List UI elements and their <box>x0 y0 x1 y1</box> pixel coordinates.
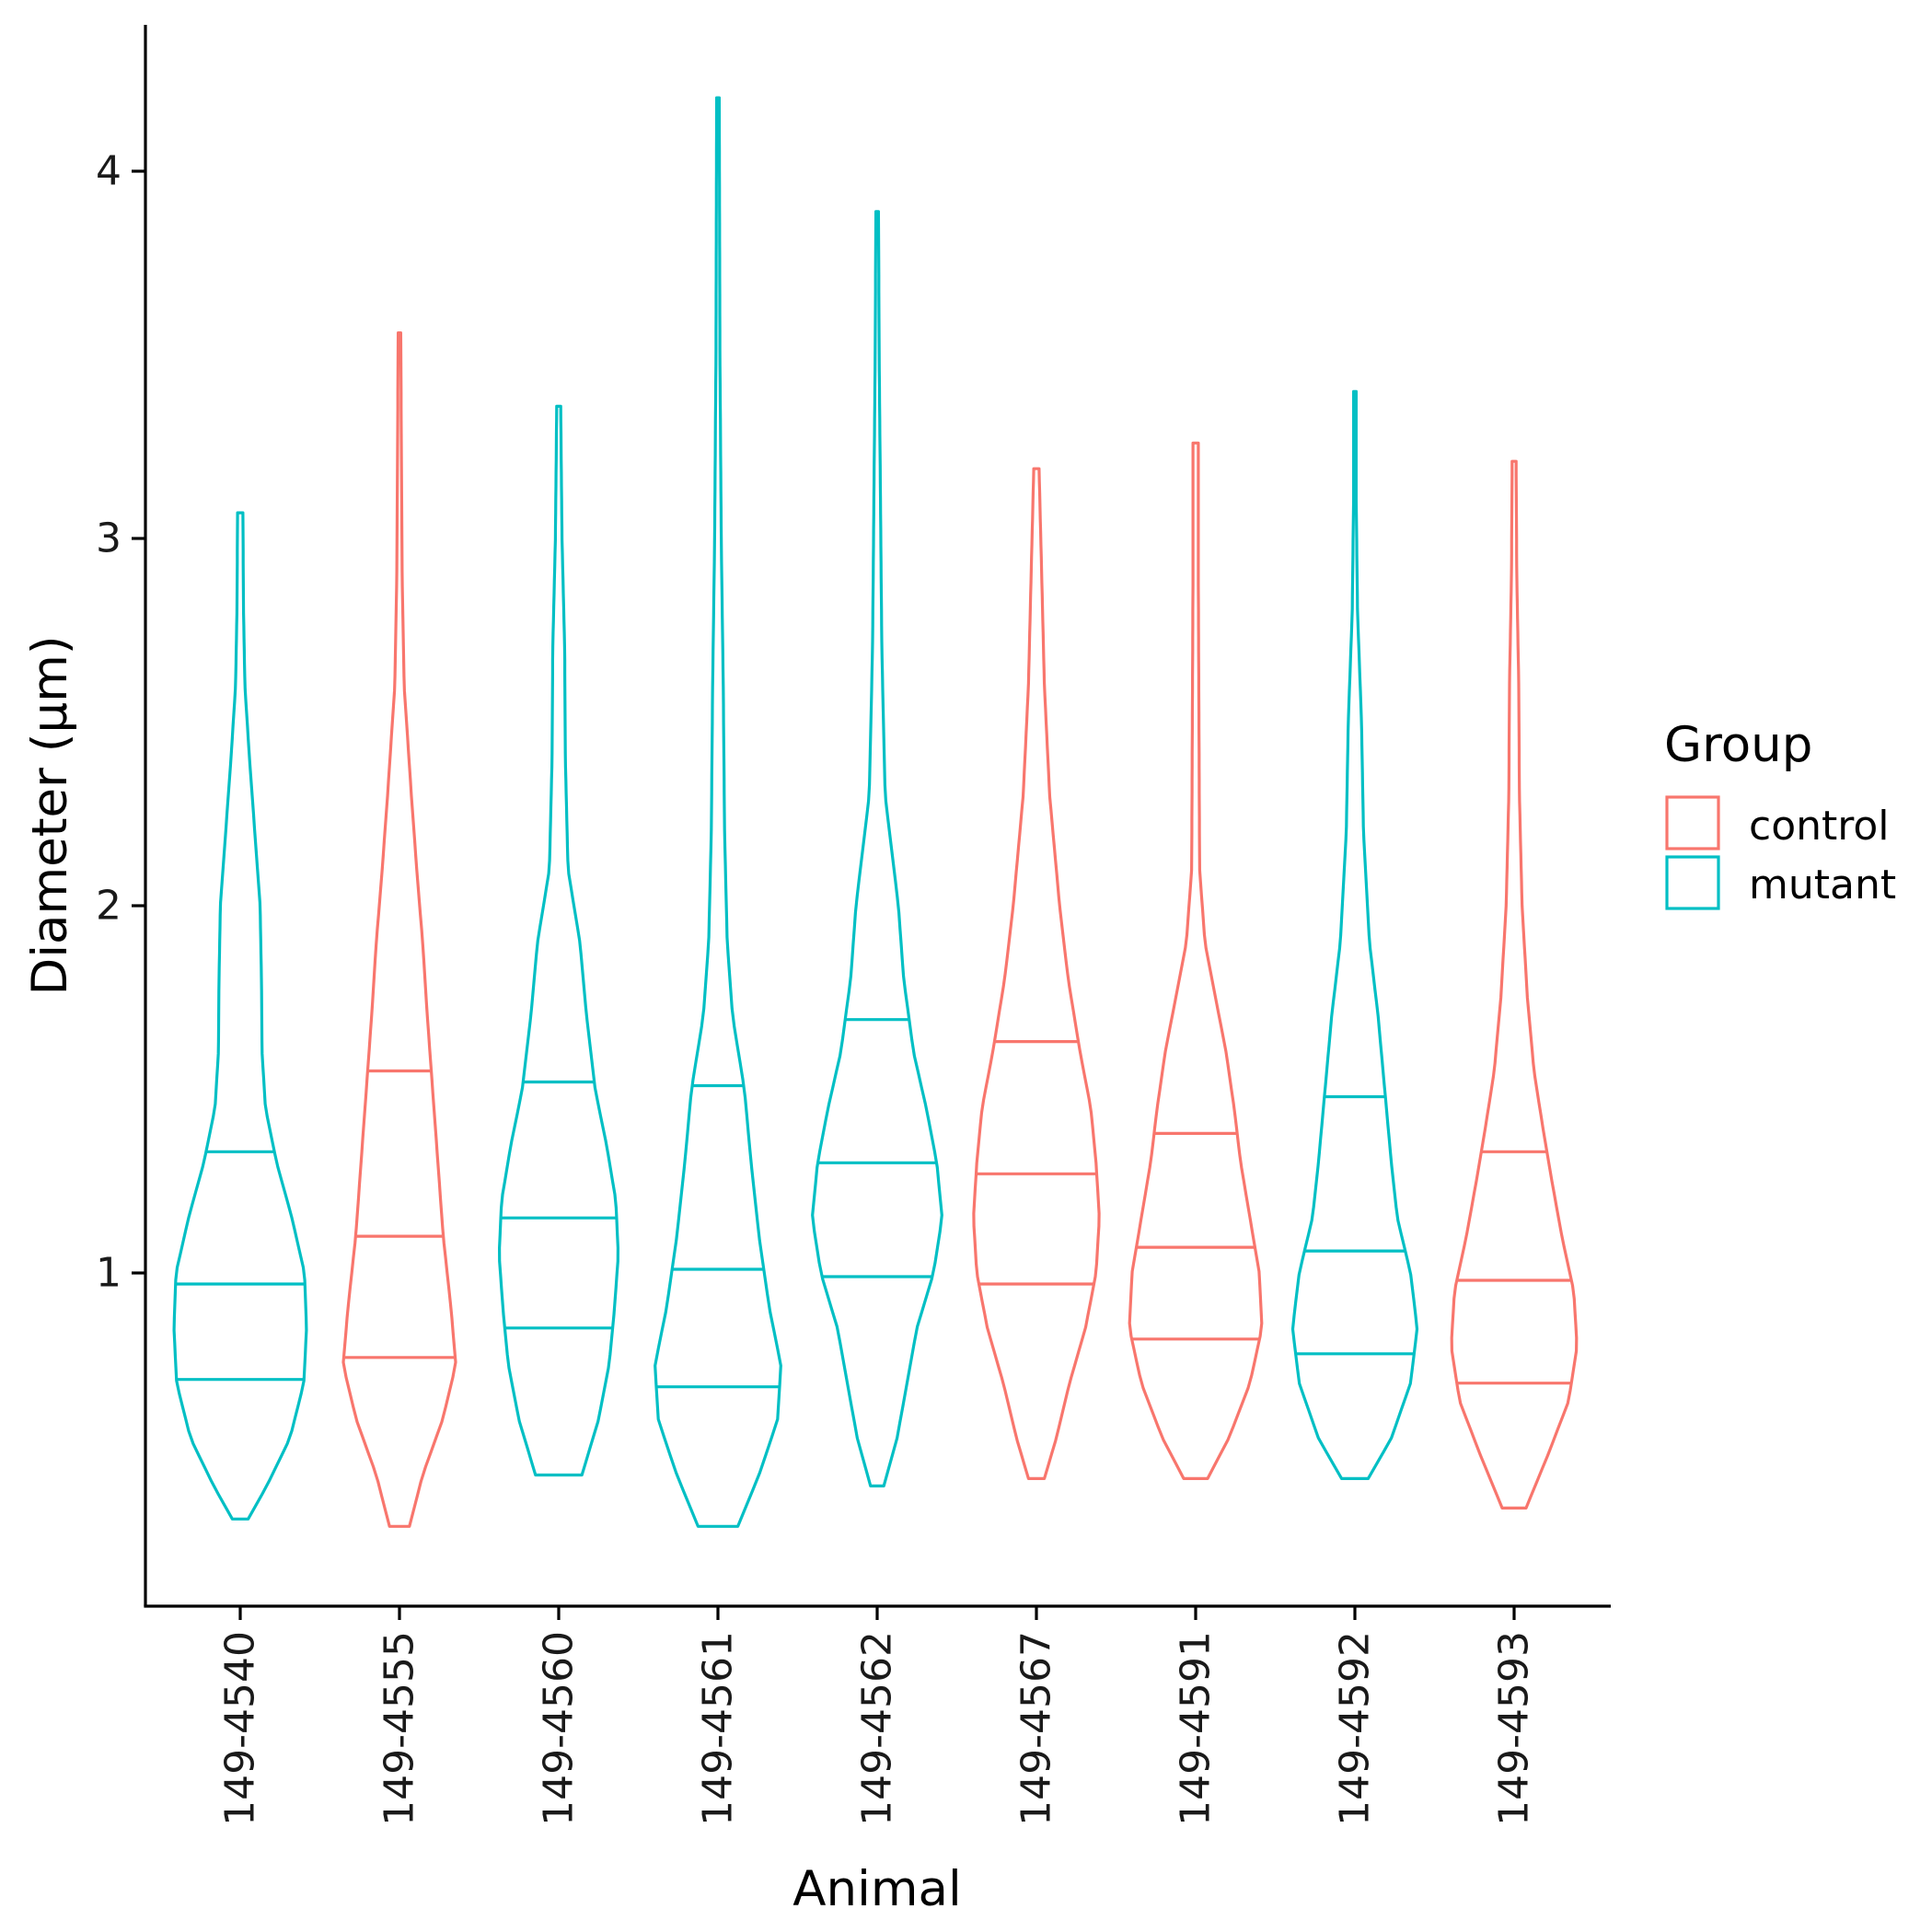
y-tick-label: 2 <box>96 883 121 930</box>
legend-label-mutant: mutant <box>1749 862 1896 908</box>
violin-149-4555 <box>341 331 457 1528</box>
violin-layer <box>172 96 1579 1528</box>
y-axis-ticks: 1 2 3 4 <box>96 148 145 1297</box>
x-tick-label: 149-4555 <box>376 1631 423 1826</box>
violin-outline <box>341 331 457 1528</box>
x-tick-label: 149-4561 <box>695 1631 742 1826</box>
violin-149-4540 <box>172 511 308 1521</box>
y-tick-label: 4 <box>96 148 121 195</box>
violin-outline <box>498 404 619 1477</box>
violin-149-4561 <box>654 96 782 1528</box>
violin-outline <box>172 511 308 1521</box>
violin-149-4560 <box>498 404 619 1477</box>
violin-outline <box>811 210 943 1487</box>
x-tick-label: 149-4591 <box>1173 1631 1220 1826</box>
y-axis-title: Diameter (µm) <box>22 636 78 996</box>
x-tick-label: 149-4592 <box>1332 1631 1379 1826</box>
x-tick-label: 149-4560 <box>536 1631 583 1826</box>
violin-149-4562 <box>811 210 943 1487</box>
legend-label-control: control <box>1749 803 1890 850</box>
violin-outline <box>1290 389 1419 1480</box>
violin-outline <box>1450 459 1579 1510</box>
x-axis-title: Animal <box>792 1861 961 1917</box>
x-axis-ticks: 149-4540 149-4555 149-4560 149-4561 149-4562… <box>217 1606 1538 1826</box>
y-tick-label: 1 <box>96 1250 121 1297</box>
violin-149-4593 <box>1450 459 1579 1510</box>
x-tick-label: 149-4540 <box>217 1631 264 1826</box>
x-tick-label: 149-4593 <box>1491 1631 1538 1826</box>
violin-149-4567 <box>972 467 1101 1480</box>
violin-outline <box>972 467 1101 1480</box>
violin-outline <box>1128 441 1264 1480</box>
legend-key-control <box>1665 795 1720 850</box>
x-tick-label: 149-4567 <box>1013 1631 1060 1826</box>
legend-title: Group <box>1664 717 1812 773</box>
legend-key-mutant <box>1665 855 1720 910</box>
x-tick-label: 149-4562 <box>854 1631 901 1826</box>
violin-outline <box>654 96 782 1528</box>
violin-149-4592 <box>1290 389 1419 1480</box>
y-tick-label: 3 <box>96 515 121 562</box>
legend: Group control mutant <box>1664 717 1896 910</box>
violin-149-4591 <box>1128 441 1264 1480</box>
